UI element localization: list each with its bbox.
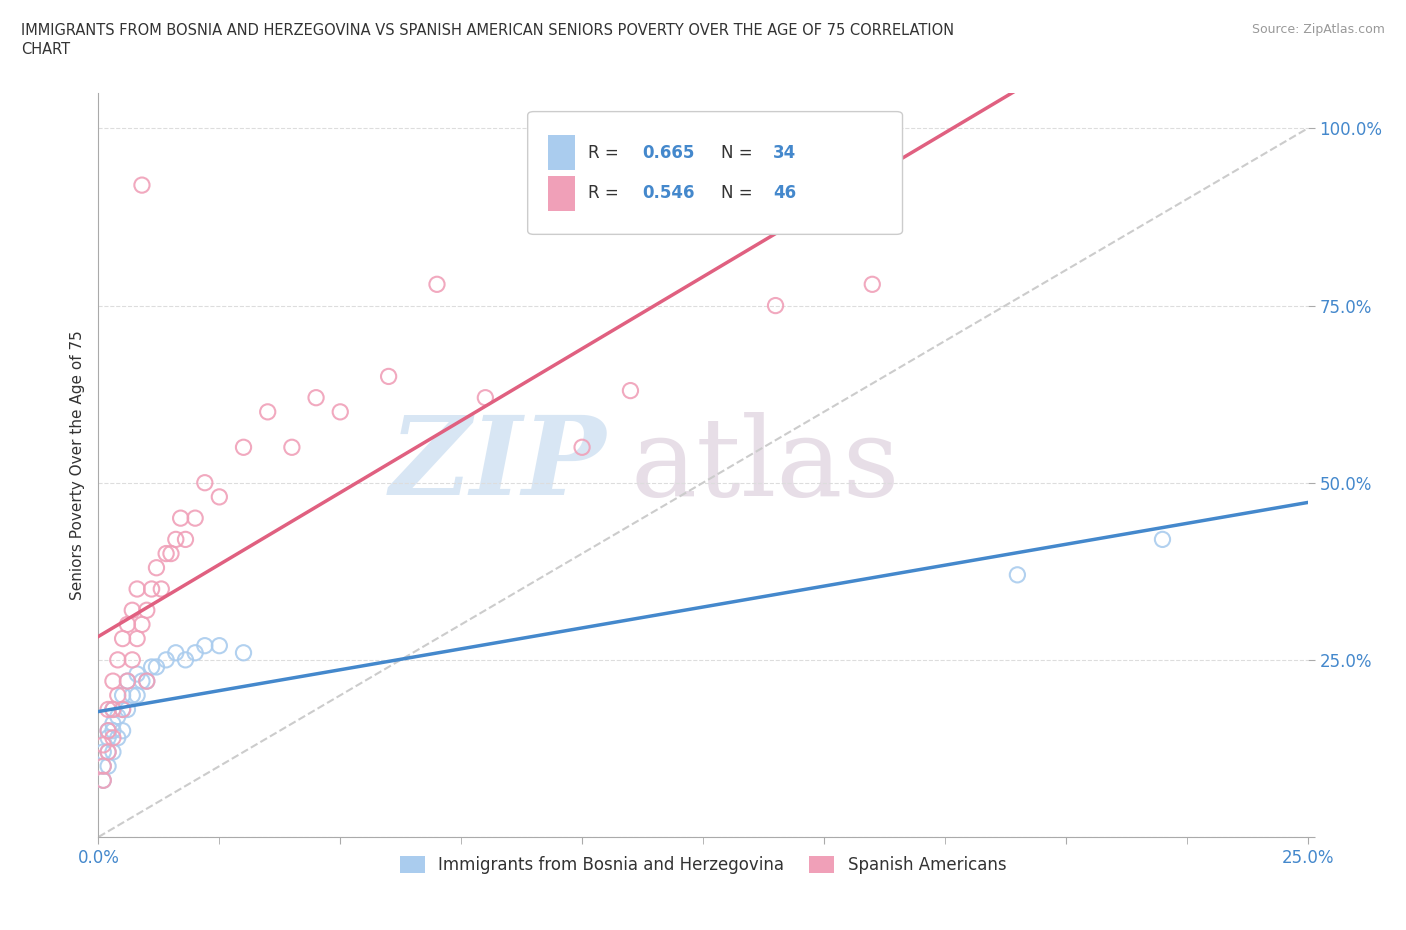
- Point: [97, 724, 120, 738]
- Point: [121, 603, 143, 618]
- Point: [117, 673, 139, 688]
- Point: [155, 546, 177, 561]
- Point: [329, 405, 352, 419]
- Point: [208, 638, 231, 653]
- Point: [305, 391, 328, 405]
- Point: [135, 673, 157, 688]
- Point: [232, 645, 254, 660]
- Point: [111, 702, 134, 717]
- Point: [91, 745, 114, 760]
- Point: [101, 724, 124, 738]
- Point: [208, 489, 231, 504]
- Point: [101, 702, 124, 717]
- Point: [107, 730, 129, 745]
- Point: [121, 688, 143, 703]
- Point: [127, 581, 149, 596]
- Text: Source: ZipAtlas.com: Source: ZipAtlas.com: [1251, 23, 1385, 36]
- Point: [281, 440, 304, 455]
- Point: [135, 673, 157, 688]
- Point: [107, 688, 129, 703]
- Point: [256, 405, 278, 419]
- FancyBboxPatch shape: [527, 112, 903, 234]
- Point: [117, 702, 139, 717]
- Point: [91, 773, 114, 788]
- Point: [150, 581, 173, 596]
- Point: [101, 745, 124, 760]
- Point: [184, 645, 207, 660]
- Point: [165, 645, 187, 660]
- Point: [97, 745, 120, 760]
- Point: [127, 667, 149, 682]
- Point: [169, 511, 191, 525]
- Point: [101, 673, 124, 688]
- Point: [135, 603, 157, 618]
- Point: [97, 745, 120, 760]
- Text: R =: R =: [588, 143, 624, 162]
- Point: [91, 759, 114, 774]
- Text: atlas: atlas: [630, 411, 900, 519]
- Point: [474, 391, 496, 405]
- Point: [131, 673, 153, 688]
- Point: [107, 653, 129, 668]
- Point: [101, 730, 124, 745]
- Point: [97, 724, 120, 738]
- Point: [101, 716, 124, 731]
- Text: 34: 34: [773, 143, 796, 162]
- Text: 0.546: 0.546: [643, 184, 695, 203]
- Point: [174, 653, 197, 668]
- Point: [174, 532, 197, 547]
- Point: [141, 581, 163, 596]
- Text: R =: R =: [588, 184, 624, 203]
- Point: [91, 737, 114, 752]
- Point: [97, 730, 120, 745]
- Text: IMMIGRANTS FROM BOSNIA AND HERZEGOVINA VS SPANISH AMERICAN SENIORS POVERTY OVER : IMMIGRANTS FROM BOSNIA AND HERZEGOVINA V…: [21, 23, 955, 38]
- Point: [184, 511, 207, 525]
- Point: [97, 702, 120, 717]
- Point: [111, 724, 134, 738]
- Point: [117, 673, 139, 688]
- Text: N =: N =: [721, 184, 758, 203]
- Point: [101, 702, 124, 717]
- Point: [160, 546, 183, 561]
- Point: [111, 702, 134, 717]
- Point: [232, 440, 254, 455]
- Point: [145, 560, 167, 575]
- Point: [860, 277, 883, 292]
- Point: [121, 653, 143, 668]
- Point: [131, 178, 153, 193]
- Point: [107, 709, 129, 724]
- Point: [571, 440, 593, 455]
- Text: CHART: CHART: [21, 42, 70, 57]
- Point: [117, 617, 139, 631]
- Text: 46: 46: [773, 184, 796, 203]
- Point: [145, 659, 167, 674]
- Legend: Immigrants from Bosnia and Herzegovina, Spanish Americans: Immigrants from Bosnia and Herzegovina, …: [394, 849, 1012, 881]
- Point: [155, 653, 177, 668]
- Point: [91, 773, 114, 788]
- FancyBboxPatch shape: [548, 176, 575, 211]
- Text: ZIP: ZIP: [389, 411, 606, 519]
- Y-axis label: Seniors Poverty Over the Age of 75: Seniors Poverty Over the Age of 75: [69, 330, 84, 600]
- Point: [377, 369, 399, 384]
- FancyBboxPatch shape: [548, 135, 575, 170]
- Point: [765, 299, 787, 313]
- Point: [194, 638, 217, 653]
- Point: [1007, 567, 1029, 582]
- Point: [619, 383, 641, 398]
- Point: [111, 688, 134, 703]
- Point: [1152, 532, 1174, 547]
- Point: [165, 532, 187, 547]
- Point: [127, 631, 149, 646]
- Text: N =: N =: [721, 143, 758, 162]
- Point: [91, 759, 114, 774]
- Point: [141, 659, 163, 674]
- Point: [111, 631, 134, 646]
- Point: [127, 688, 149, 703]
- Point: [131, 617, 153, 631]
- Point: [97, 759, 120, 774]
- Point: [426, 277, 449, 292]
- Text: 0.665: 0.665: [643, 143, 695, 162]
- Point: [194, 475, 217, 490]
